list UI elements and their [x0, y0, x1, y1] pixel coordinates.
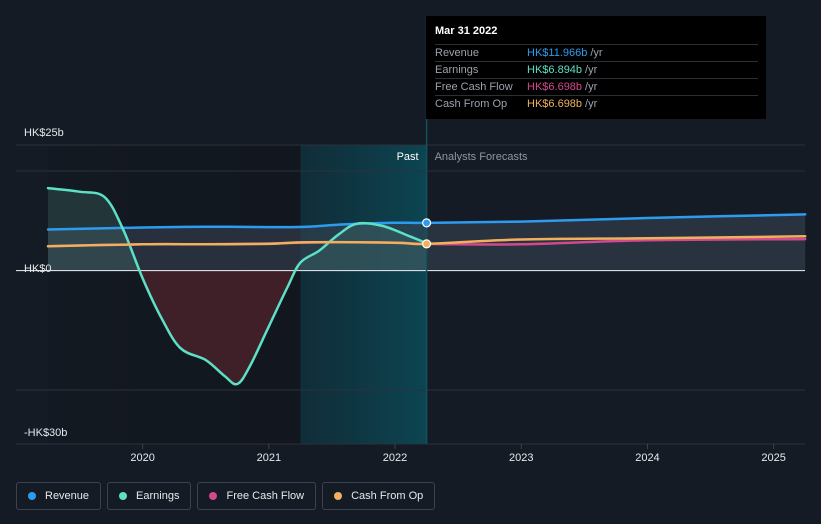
tooltip-unit: /yr: [590, 47, 603, 59]
marker-point-revenue: [422, 218, 432, 228]
tooltip-unit: /yr: [585, 98, 598, 110]
tooltip-unit: /yr: [585, 64, 598, 76]
y-tick-label: -HK$30b: [24, 427, 67, 439]
x-tick-label: 2023: [509, 452, 533, 464]
tooltip-unit: /yr: [585, 81, 598, 93]
earnings-positive-area: [48, 188, 427, 271]
x-tick-label: 2020: [130, 452, 154, 464]
free-cash-flow-dot-icon: [209, 492, 218, 500]
marker-point-cash-from-op: [422, 239, 432, 249]
cash-from-op-dot-icon: [334, 492, 343, 500]
legend-label: Cash From Op: [351, 490, 424, 502]
y-tick-label: HK$25b: [24, 127, 64, 139]
x-tick-label: 2025: [761, 452, 785, 464]
history-background: [48, 145, 301, 444]
forecast-label: Analysts Forecasts: [435, 151, 528, 163]
legend-item-earnings[interactable]: Earnings: [107, 482, 192, 510]
tooltip-value: HK$6.698b: [527, 81, 583, 93]
tooltip-row-free-cash-flow: Free Cash Flow HK$6.698b /yr: [435, 78, 758, 95]
legend-item-cash-from-op[interactable]: Cash From Op: [322, 482, 436, 510]
tooltip-date: Mar 31 2022: [435, 25, 498, 37]
tooltip-label: Cash From Op: [435, 98, 508, 110]
legend-item-free-cash-flow[interactable]: Free Cash Flow: [197, 482, 317, 510]
legend-label: Earnings: [136, 490, 180, 502]
data-tooltip: Mar 31 2022 Revenue HK$11.966b /yr Earni…: [426, 16, 766, 119]
x-tick-label: 2021: [257, 452, 281, 464]
tooltip-value: HK$11.966b: [527, 47, 588, 59]
legend-label: Revenue: [45, 490, 90, 502]
tooltip-value: HK$6.894b: [527, 64, 583, 76]
tooltip-value: HK$6.698b: [527, 98, 583, 110]
revenue-dot-icon: [28, 492, 36, 500]
series-line-earnings: [46, 186, 428, 386]
x-tick-label: 2022: [383, 452, 407, 464]
tooltip-label: Earnings: [435, 64, 479, 76]
tooltip-row-revenue: Revenue HK$11.966b /yr: [435, 44, 758, 61]
past-label: Past: [397, 151, 419, 163]
tooltip-row-cash-from-op: Cash From Op HK$6.698b /yr: [435, 95, 758, 112]
earnings-negative-area: [139, 270, 296, 385]
tooltip-label: Free Cash Flow: [435, 81, 513, 93]
past-highlight-region: [300, 145, 427, 444]
y-tick-label: HK$0: [24, 263, 52, 275]
x-tick-label: 2024: [635, 452, 659, 464]
tooltip-row-earnings: Earnings HK$6.894b /yr: [435, 61, 758, 78]
legend-item-revenue[interactable]: Revenue: [16, 482, 102, 510]
series-line-cash-from-op: [46, 235, 807, 248]
tooltip-label: Revenue: [435, 47, 480, 59]
earnings-dot-icon: [119, 492, 128, 500]
chart-legend: Revenue Earnings Free Cash Flow Cash Fro…: [16, 482, 436, 512]
legend-label: Free Cash Flow: [226, 490, 305, 502]
